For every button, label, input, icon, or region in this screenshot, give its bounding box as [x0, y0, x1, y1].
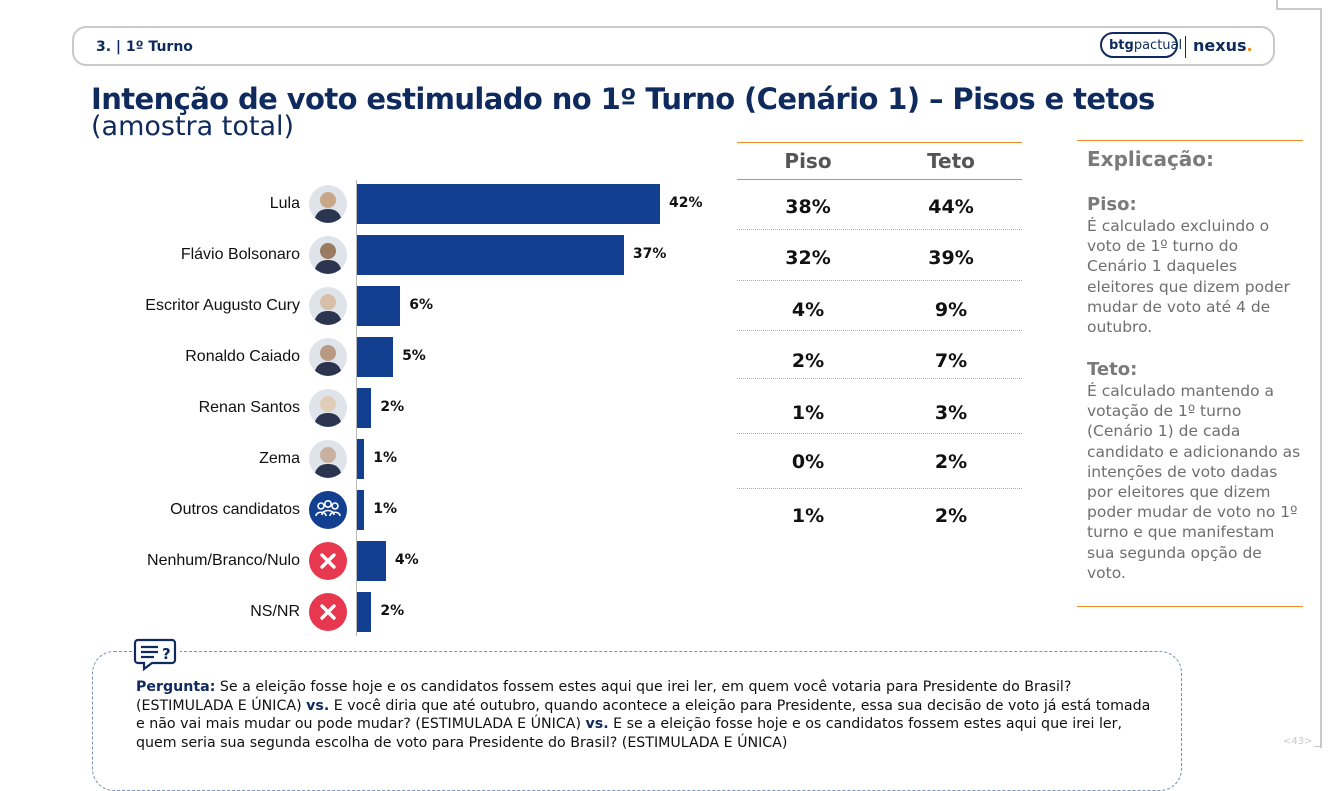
logo-text: btg	[1109, 37, 1134, 53]
bar-value-label: 2%	[380, 399, 405, 415]
bar	[357, 388, 372, 428]
table-header-rule	[737, 179, 1022, 180]
candidate-photo	[309, 287, 347, 325]
frame-line	[1314, 746, 1322, 747]
candidate-label: Flávio Bolsonaro	[180, 246, 300, 263]
bar-value-label: 1%	[373, 501, 397, 517]
candidate-photo	[309, 440, 347, 478]
bar	[357, 541, 386, 581]
x-icon	[309, 542, 347, 580]
candidate-label: NS/NR	[250, 603, 300, 620]
teto-value: 44%	[928, 196, 974, 218]
piso-header: Piso	[784, 149, 832, 173]
question-icon: ?	[132, 636, 180, 672]
teto-value: 2%	[934, 451, 968, 473]
explanation-title: Explicação:	[1087, 147, 1215, 171]
teto-explanation: É calculado mantendo a votação de 1º tur…	[1087, 382, 1301, 582]
candidate-photo	[309, 338, 347, 376]
logo-text: nexus	[1193, 36, 1247, 55]
teto-header: Teto	[927, 149, 975, 173]
candidate-label: Nenhum/Branco/Nulo	[147, 552, 300, 569]
group-icon	[309, 491, 347, 529]
bar-value-label: 6%	[409, 297, 434, 313]
bar-value-label: 4%	[394, 552, 419, 568]
bar-value-label: 1%	[373, 450, 397, 466]
bar-value-label: 2%	[380, 603, 405, 619]
bar-value-label: 37%	[632, 246, 667, 262]
bar	[357, 439, 365, 479]
teto-heading: Teto:	[1087, 359, 1138, 380]
piso-heading: Piso:	[1087, 194, 1137, 215]
candidate-label: Renan Santos	[198, 399, 300, 416]
page-number: <43>	[1283, 736, 1313, 747]
candidate-label: Outros candidatos	[170, 501, 300, 518]
row-separator	[737, 433, 1022, 434]
svg-text:?: ?	[162, 645, 171, 663]
header-bar	[72, 26, 1275, 66]
logo-text: pactual	[1133, 37, 1183, 53]
bar	[357, 592, 372, 632]
piso-value: 0%	[791, 451, 825, 473]
explanation-bottom-rule	[1077, 606, 1303, 607]
row-separator	[737, 330, 1022, 331]
page-title: Intenção de voto estimulado no 1º Turno …	[91, 82, 1155, 116]
question-part: E se a eleição fosse hoje e os candidato…	[136, 716, 1122, 751]
piso-value: 1%	[791, 402, 825, 424]
piso-value: 38%	[785, 196, 831, 218]
question-text: Pergunta: Se a eleição fosse hoje e os c…	[136, 678, 1156, 752]
row-separator	[737, 229, 1022, 230]
bar	[357, 286, 401, 326]
bar	[357, 184, 660, 224]
bar-value-label: 42%	[669, 195, 703, 211]
piso-explanation: É calculado excluindo o voto de 1º turno…	[1087, 217, 1290, 337]
teto-value: 39%	[928, 247, 974, 269]
frame-line	[1276, 0, 1278, 10]
btg-pactual-logo: btg pactual	[1100, 32, 1182, 58]
teto-value: 3%	[934, 402, 968, 424]
bar	[357, 235, 624, 275]
question-label: Pergunta:	[136, 679, 216, 695]
x-icon	[309, 593, 347, 631]
section-label: 3. | 1º Turno	[96, 39, 193, 55]
candidate-photo	[309, 236, 347, 274]
logo-divider	[1185, 36, 1186, 58]
teto-value: 7%	[934, 350, 968, 372]
candidate-label: Zema	[259, 450, 300, 467]
piso-value: 1%	[791, 505, 825, 527]
table-top-rule	[737, 142, 1022, 143]
teto-value: 2%	[934, 505, 968, 527]
row-separator	[737, 378, 1022, 379]
bar	[357, 490, 365, 530]
explanation-top-rule	[1077, 140, 1303, 141]
candidate-label: Lula	[269, 195, 300, 212]
candidate-label: Escritor Augusto Cury	[145, 297, 300, 314]
nexus-logo: nexus.	[1193, 36, 1253, 55]
row-separator	[737, 488, 1022, 489]
candidate-photo	[309, 185, 347, 223]
chart-axis	[356, 180, 357, 636]
question-vs: vs.	[585, 716, 609, 732]
frame-line	[1320, 8, 1322, 748]
question-part: E você diria que até outubro, quando aco…	[136, 697, 1151, 733]
page-subtitle: (amostra total)	[91, 111, 295, 142]
piso-value: 4%	[791, 299, 825, 321]
piso-value: 2%	[791, 350, 825, 372]
piso-value: 32%	[785, 247, 831, 269]
candidate-photo	[309, 389, 347, 427]
teto-value: 9%	[934, 299, 968, 321]
logo-dot: .	[1246, 36, 1253, 55]
question-part: Se a eleição fosse hoje e os candidatos …	[136, 679, 1072, 714]
bar-value-label: 5%	[402, 348, 426, 364]
candidate-label: Ronaldo Caiado	[185, 348, 300, 365]
frame-line	[1276, 8, 1322, 10]
question-vs: vs.	[306, 697, 330, 714]
row-separator	[737, 280, 1022, 281]
bar	[357, 337, 394, 377]
